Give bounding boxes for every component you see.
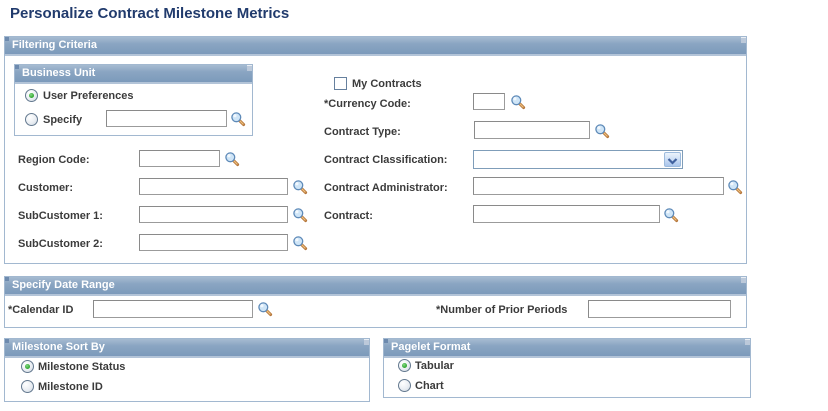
region-code-label: Region Code: bbox=[18, 154, 90, 166]
page-title: Personalize Contract Milestone Metrics bbox=[10, 5, 290, 22]
my-contracts-checkbox[interactable] bbox=[334, 77, 347, 90]
subcustomer1-input[interactable] bbox=[139, 206, 288, 223]
milestone-sort-by-header: Milestone Sort By bbox=[5, 339, 369, 358]
contract-type-label: Contract Type: bbox=[324, 126, 401, 138]
pagelet-format-groupbox: Pagelet Format bbox=[383, 338, 751, 398]
customer-input[interactable] bbox=[139, 178, 288, 195]
subcustomer1-lookup-icon[interactable] bbox=[292, 207, 308, 223]
contract-label: Contract: bbox=[324, 210, 373, 222]
milestone-status-radio-label: Milestone Status bbox=[38, 361, 126, 373]
subcustomer2-input[interactable] bbox=[139, 234, 288, 251]
region-code-lookup-icon[interactable] bbox=[224, 151, 240, 167]
contract-classification-label: Contract Classification: bbox=[324, 154, 448, 166]
region-code-input[interactable] bbox=[139, 150, 220, 167]
milestone-sort-by-groupbox: Milestone Sort By bbox=[4, 338, 370, 402]
currency-code-label: *Currency Code: bbox=[324, 98, 411, 110]
milestone-id-radio[interactable] bbox=[21, 380, 34, 393]
customer-lookup-icon[interactable] bbox=[292, 179, 308, 195]
specify-radio[interactable] bbox=[25, 113, 38, 126]
contract-administrator-label: Contract Administrator: bbox=[324, 182, 448, 194]
prior-periods-label: *Number of Prior Periods bbox=[436, 304, 568, 316]
contract-lookup-icon[interactable] bbox=[663, 207, 679, 223]
user-preferences-radio[interactable] bbox=[25, 89, 38, 102]
currency-code-input[interactable] bbox=[473, 93, 505, 110]
milestone-status-radio[interactable] bbox=[21, 360, 34, 373]
pagelet-format-header: Pagelet Format bbox=[384, 339, 750, 358]
tabular-radio[interactable] bbox=[398, 359, 411, 372]
filtering-criteria-header: Filtering Criteria bbox=[5, 37, 746, 56]
contract-input[interactable] bbox=[473, 205, 660, 223]
subcustomer2-label: SubCustomer 2: bbox=[18, 238, 103, 250]
milestone-id-radio-label: Milestone ID bbox=[38, 381, 103, 393]
business-unit-header: Business Unit bbox=[15, 65, 252, 84]
prior-periods-input[interactable] bbox=[588, 300, 731, 318]
contract-type-lookup-icon[interactable] bbox=[594, 123, 610, 139]
calendar-id-input[interactable] bbox=[93, 300, 253, 318]
contract-administrator-lookup-icon[interactable] bbox=[727, 179, 743, 195]
chart-radio[interactable] bbox=[398, 379, 411, 392]
tabular-radio-label: Tabular bbox=[415, 360, 454, 372]
contract-classification-select[interactable] bbox=[473, 150, 683, 169]
specify-radio-label: Specify bbox=[43, 114, 83, 126]
specify-business-unit-lookup-icon[interactable] bbox=[230, 111, 246, 127]
my-contracts-label: My Contracts bbox=[352, 78, 422, 90]
calendar-id-label: *Calendar ID bbox=[8, 304, 74, 316]
calendar-id-lookup-icon[interactable] bbox=[257, 301, 273, 317]
chart-radio-label: Chart bbox=[415, 380, 444, 392]
currency-code-lookup-icon[interactable] bbox=[510, 94, 526, 110]
chevron-down-icon bbox=[664, 152, 681, 167]
specify-date-range-header: Specify Date Range bbox=[5, 277, 746, 296]
contract-type-input[interactable] bbox=[474, 121, 590, 139]
subcustomer1-label: SubCustomer 1: bbox=[18, 210, 103, 222]
customer-label: Customer: bbox=[18, 182, 74, 194]
subcustomer2-lookup-icon[interactable] bbox=[292, 235, 308, 251]
specify-business-unit-input[interactable] bbox=[106, 110, 227, 127]
contract-administrator-input[interactable] bbox=[473, 177, 724, 195]
user-preferences-radio-label: User Preferences bbox=[43, 90, 134, 102]
